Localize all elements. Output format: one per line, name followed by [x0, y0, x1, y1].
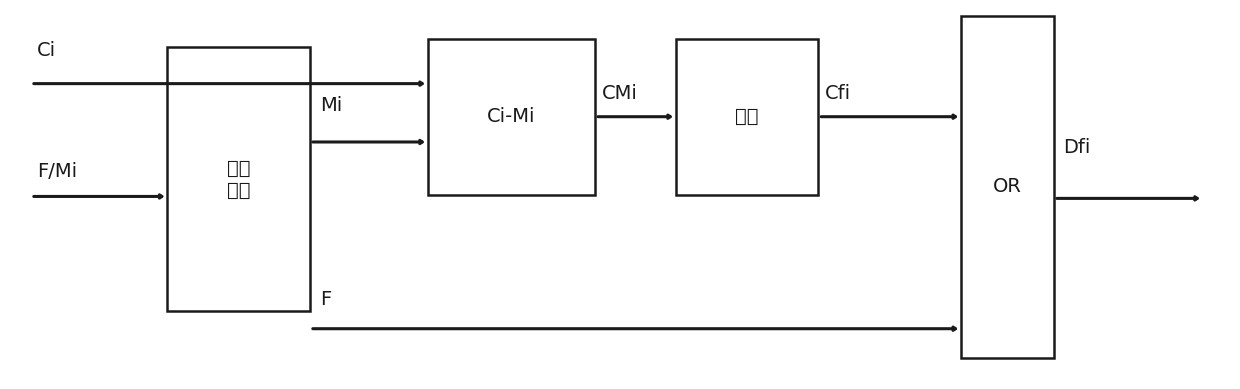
Text: F: F [320, 290, 331, 309]
Bar [428, 39, 595, 195]
Bar [961, 16, 1054, 358]
Text: Dfi: Dfi [1063, 138, 1090, 157]
Text: Mi: Mi [320, 96, 342, 114]
Text: OR: OR [993, 177, 1022, 196]
Text: CMi: CMi [601, 84, 637, 103]
Text: 检测: 检测 [735, 107, 759, 126]
Text: 数据
分离: 数据 分离 [227, 158, 250, 200]
Bar [676, 39, 818, 195]
Text: Cfi: Cfi [825, 84, 851, 103]
Text: Ci-Mi: Ci-Mi [487, 107, 536, 126]
Text: F/Mi: F/Mi [37, 162, 77, 180]
Text: Ci: Ci [37, 41, 56, 60]
Bar [167, 47, 310, 311]
